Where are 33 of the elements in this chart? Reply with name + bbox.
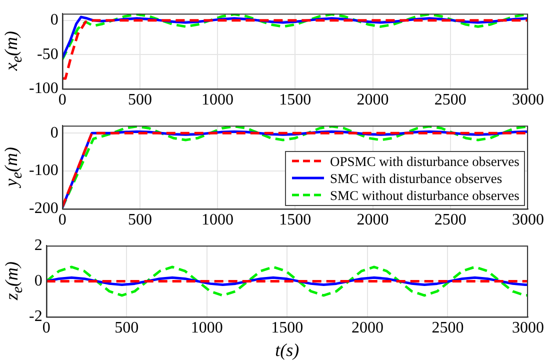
y-tick-label: -50 — [37, 46, 58, 63]
y-tick-label: -2 — [29, 308, 42, 326]
x-tick-label: 2500 — [432, 320, 464, 337]
x-tick-label: 500 — [114, 320, 139, 337]
x-tick-label: 2000 — [356, 92, 389, 109]
x-tick-label: 1500 — [279, 212, 312, 229]
y-tick-label: 0 — [50, 124, 58, 142]
x-tick-label: 3000 — [512, 92, 544, 109]
line-series — [46, 266, 528, 297]
x-tick-label: 500 — [128, 92, 152, 109]
x-tick-label: 1000 — [202, 92, 234, 109]
line-series — [62, 19, 528, 80]
y-tick-label: 0 — [34, 272, 42, 290]
x-tick-label: 2000 — [356, 212, 389, 229]
y-tick-label: -100 — [29, 162, 58, 180]
x-tick-label: 1000 — [202, 212, 234, 229]
legend-label: OPSMC with disturbance observes — [330, 152, 520, 170]
x-tick-label: 2000 — [351, 320, 384, 337]
y-tick-label: 0 — [50, 12, 58, 29]
x-tick-label: 3000 — [512, 212, 544, 229]
x-tick-label: 1000 — [190, 320, 223, 337]
x-tick-label: 1500 — [271, 320, 304, 337]
y-tick-label: -100 — [29, 80, 58, 98]
legend-label: SMC without disturbance observes — [330, 186, 520, 204]
y-tick-label: 2 — [34, 236, 42, 254]
x-tick-label: 500 — [128, 212, 152, 229]
x-axis-title: t(s) — [274, 340, 300, 361]
x-tick-label: 1500 — [279, 92, 312, 109]
x-tick-label: 2500 — [434, 92, 466, 109]
legend-label: SMC with disturbance observes — [330, 170, 502, 187]
x-tick-label: 2500 — [434, 212, 466, 229]
y-tick-label: -200 — [29, 200, 58, 218]
x-tick-label: 3000 — [512, 320, 544, 337]
